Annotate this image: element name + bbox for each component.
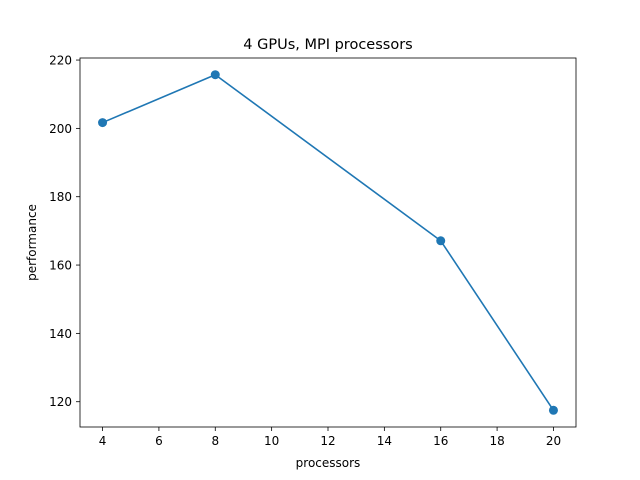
x-tick-label: 6	[155, 434, 163, 448]
y-tick-label: 220	[49, 54, 72, 68]
data-point	[548, 405, 558, 415]
y-axis: 120 140 160 180 200 220	[49, 54, 80, 409]
x-tick-label: 14	[377, 434, 392, 448]
x-tick-label: 8	[211, 434, 219, 448]
series-layer	[98, 70, 558, 415]
x-tick-label: 10	[264, 434, 279, 448]
x-tick-label: 16	[433, 434, 448, 448]
x-axis-label: processors	[296, 456, 361, 470]
data-point	[210, 70, 220, 80]
data-point	[436, 236, 446, 246]
y-tick-label: 200	[49, 122, 72, 136]
x-tick-label: 12	[320, 434, 335, 448]
x-tick-label: 4	[99, 434, 107, 448]
x-tick-label: 20	[546, 434, 561, 448]
x-tick-label: 18	[489, 434, 504, 448]
chart-title: 4 GPUs, MPI processors	[243, 37, 412, 53]
plot-area	[79, 57, 577, 428]
data-point	[98, 118, 108, 128]
y-axis-label: performance	[25, 204, 39, 281]
series-line	[102, 73, 555, 411]
y-tick-label: 160	[49, 259, 72, 273]
y-tick-label: 120	[49, 395, 72, 409]
y-tick-label: 180	[49, 190, 72, 204]
x-axis: 4 6 8 10 12 14 16 18 20	[99, 427, 561, 448]
y-tick-label: 140	[49, 327, 72, 341]
